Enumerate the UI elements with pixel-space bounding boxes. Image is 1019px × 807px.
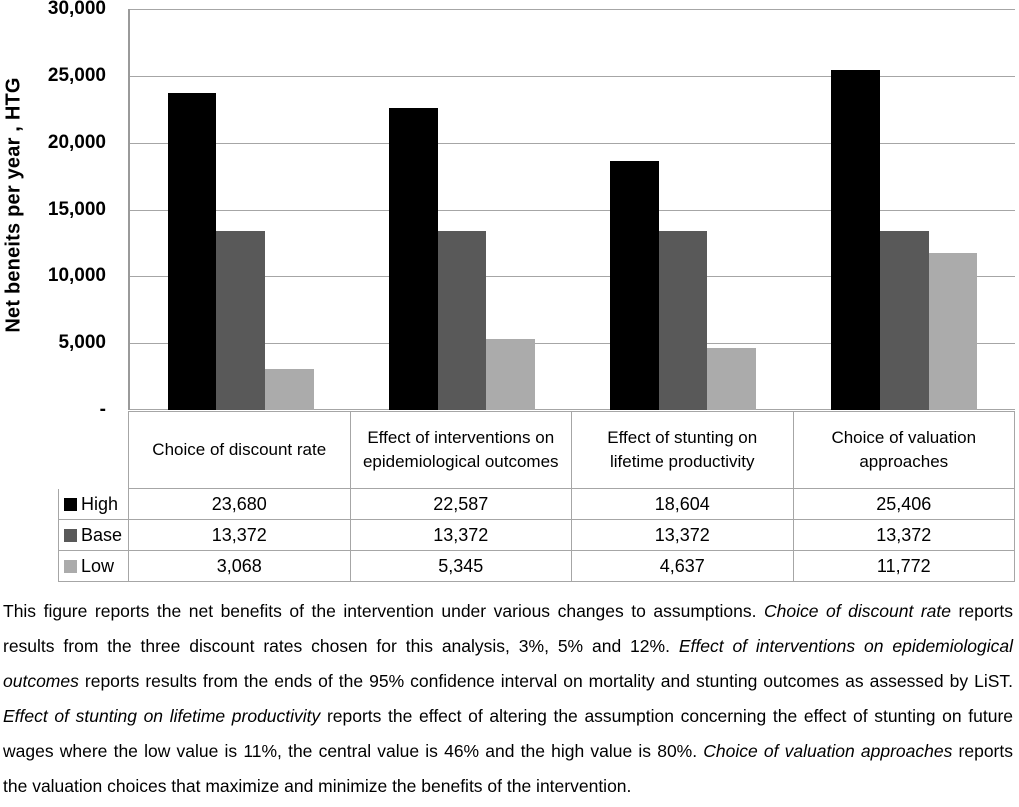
value-cell: 13,372 — [793, 520, 1015, 551]
legend-cell: Base — [59, 520, 129, 551]
bar-groups — [130, 9, 1015, 410]
table-row: Base 13,372 13,372 13,372 13,372 — [58, 520, 1015, 551]
series-name: High — [81, 493, 119, 514]
value-cell: 4,637 — [572, 551, 794, 582]
value-cell: 5,345 — [350, 551, 572, 582]
bar-base — [437, 231, 487, 410]
y-tick-label: 15,000 — [47, 198, 106, 220]
value-cell: 23,680 — [129, 489, 351, 520]
bar-high — [610, 161, 659, 410]
legend-swatch-icon — [64, 559, 77, 573]
category-header-cell: Choice of discount rate — [129, 412, 351, 489]
category-header-cell: Effect of interventions on epidemiologic… — [350, 412, 572, 489]
bar-group — [794, 9, 1015, 410]
category-header-row: Choice of discount rate Effect of interve… — [128, 411, 1015, 489]
table-row: Low 3,068 5,345 4,637 11,772 — [58, 551, 1015, 582]
y-tick-label: 25,000 — [47, 64, 106, 86]
value-cell: 18,604 — [572, 489, 794, 520]
table-row: High 23,680 22,587 18,604 25,406 — [58, 489, 1015, 520]
caption-segment: reports results from the three discount … — [3, 601, 1014, 656]
bar-low — [486, 338, 535, 410]
caption-segment: Effect of interventions on epidemiologic… — [3, 636, 1013, 691]
value-cell: 25,406 — [793, 489, 1015, 520]
value-cell: 22,587 — [350, 489, 572, 520]
y-tick-label: 30,000 — [47, 0, 106, 19]
category-header-cell: Effect of stunting on lifetime productiv… — [572, 412, 794, 489]
value-cell: 13,372 — [572, 520, 794, 551]
series-name: Low — [81, 555, 115, 576]
bar-base — [658, 231, 708, 410]
bar-group — [130, 9, 351, 410]
gridline — [130, 209, 1015, 211]
bar-base — [216, 231, 265, 410]
caption-segment: reports results from the ends of the 95%… — [78, 671, 1013, 691]
bar-group — [351, 9, 572, 410]
value-cell: 13,372 — [350, 520, 572, 551]
gridline — [130, 75, 1015, 77]
plot-area — [128, 9, 1015, 410]
legend-swatch-icon — [64, 528, 77, 542]
legend-cell: Low — [59, 551, 129, 582]
caption-segment: reports the effect of altering the assum… — [3, 706, 1014, 761]
gridline — [130, 276, 1015, 278]
bar-high — [831, 70, 881, 410]
bar-low — [928, 252, 978, 410]
bar-chart: Net beneits per year , HTG 30,000 25,000 2… — [3, 0, 1015, 420]
gridline — [130, 9, 1015, 10]
gridline — [130, 142, 1015, 144]
y-tick-label: - — [99, 399, 106, 420]
bar-low — [264, 369, 314, 410]
caption-segment: Effect of stunting on lifetime productiv… — [3, 706, 321, 726]
value-cell: 13,372 — [129, 520, 351, 551]
gridline — [130, 343, 1015, 345]
bar-group — [573, 9, 794, 410]
legend-swatch-icon — [64, 497, 77, 511]
y-tick-label: 20,000 — [47, 131, 106, 153]
series-rows: High 23,680 22,587 18,604 25,406 Base 13,372 13… — [58, 489, 1015, 582]
category-header-cell: Choice of valuation approaches — [793, 412, 1015, 489]
legend-cell: High — [59, 489, 129, 520]
bar-base — [880, 231, 929, 410]
caption-segment: reports the valuation choices that maxim… — [3, 741, 1013, 796]
value-cell: 11,772 — [793, 551, 1015, 582]
caption-segment: This figure reports the net benefits of … — [3, 601, 765, 621]
caption-segment: Choice of discount rate — [764, 601, 952, 621]
bar-low — [707, 348, 757, 410]
gridline — [130, 409, 1015, 410]
y-tick-label: 10,000 — [47, 265, 106, 287]
caption-segment: Choice of valuation approaches — [703, 741, 953, 761]
data-table: Choice of discount rate Effect of interve… — [58, 411, 1015, 582]
bar-high — [388, 108, 438, 410]
figure-caption: This figure reports the net benefits of … — [0, 594, 1016, 804]
series-name: Base — [81, 524, 123, 545]
y-tick-label: 5,000 — [58, 332, 106, 354]
value-cell: 3,068 — [129, 551, 351, 582]
bar-high — [167, 93, 217, 410]
